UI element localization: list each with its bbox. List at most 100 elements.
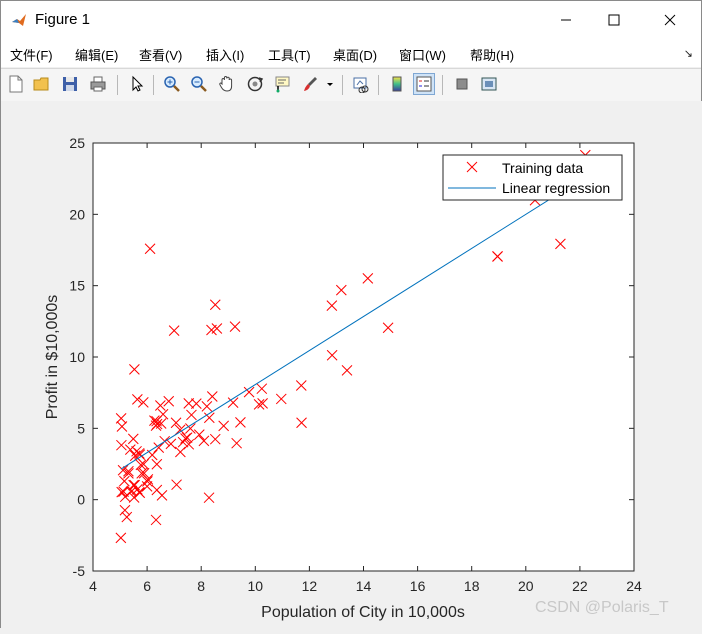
- x-tick-label: 24: [626, 578, 642, 594]
- menu-window[interactable]: 窗口(W): [399, 48, 446, 63]
- x-tick-label: 4: [89, 578, 97, 594]
- link-plot-button[interactable]: [350, 73, 372, 95]
- data-point: [231, 437, 242, 449]
- menu-dock-arrow-icon[interactable]: ↘: [683, 48, 693, 60]
- toolbar-separator: [442, 75, 443, 95]
- data-point: [335, 284, 347, 296]
- menu-bar: 文件(F) 编辑(E) 查看(V) 插入(I) 工具(T) 桌面(D) 窗口(W…: [1, 39, 701, 67]
- data-point: [133, 486, 145, 498]
- y-tick-label: 5: [77, 420, 85, 436]
- data-point: [229, 321, 241, 332]
- data-point: [115, 532, 127, 544]
- data-point: [149, 415, 160, 426]
- data-point: [119, 504, 131, 516]
- data-point: [209, 299, 221, 311]
- data-point: [185, 423, 196, 434]
- x-tick-label: 20: [518, 578, 534, 594]
- menu-help[interactable]: 帮助(H): [470, 48, 515, 63]
- x-tick-label: 10: [248, 578, 264, 594]
- brush-dropdown-button[interactable]: [323, 73, 337, 95]
- plot-svg: 4 6 8 10 12 14 16 18 20 22 24 -5 0 5 10 15 20 25 Populati…: [44, 135, 642, 621]
- menu-edit[interactable]: 编辑(E): [75, 48, 119, 63]
- window-title: Figure 1: [35, 11, 91, 28]
- data-point: [151, 484, 163, 496]
- data-point: [555, 238, 566, 250]
- legend-marker-training: [466, 161, 478, 173]
- zoom-out-button[interactable]: [188, 73, 210, 95]
- minimize-button[interactable]: [543, 1, 589, 39]
- print-button[interactable]: [87, 73, 109, 95]
- hide-plot-tools-icon: [456, 78, 468, 90]
- data-point: [116, 486, 128, 498]
- menu-view[interactable]: 查看(V): [139, 48, 183, 63]
- edit-plot-button[interactable]: [126, 73, 148, 95]
- legend-label-training: Training data: [502, 160, 583, 176]
- hide-plot-tools-button[interactable]: [451, 73, 473, 95]
- y-tick-label: 10: [69, 349, 85, 365]
- data-point: [151, 458, 163, 470]
- data-point: [295, 380, 307, 391]
- data-point: [127, 433, 139, 445]
- minimize-icon: [561, 19, 571, 21]
- data-point: [150, 514, 162, 526]
- new-figure-button[interactable]: [5, 73, 27, 95]
- data-point: [168, 325, 180, 336]
- zoom-in-button[interactable]: [161, 73, 183, 95]
- data-point: [116, 439, 127, 451]
- close-icon: [664, 14, 676, 26]
- zoom-in-icon: [164, 76, 180, 92]
- brush-button[interactable]: [299, 73, 321, 95]
- data-point: [155, 400, 166, 411]
- data-point: [326, 300, 338, 311]
- rotate-3d-button[interactable]: [244, 73, 266, 95]
- menu-file[interactable]: 文件(F): [10, 48, 53, 63]
- data-point: [203, 412, 215, 424]
- toolbar-separator: [378, 75, 379, 95]
- axes-background[interactable]: [93, 143, 634, 571]
- data-point: [211, 323, 223, 334]
- save-button[interactable]: [59, 73, 81, 95]
- maximize-icon: [608, 14, 620, 26]
- data-point: [177, 436, 189, 448]
- data-point: [138, 458, 149, 470]
- menu-desktop[interactable]: 桌面(D): [333, 48, 378, 63]
- menu-insert[interactable]: 插入(I): [206, 48, 245, 63]
- data-point: [137, 397, 149, 408]
- close-button[interactable]: [647, 1, 693, 39]
- data-point: [326, 349, 338, 361]
- legend-label-regression: Linear regression: [502, 180, 610, 196]
- data-point: [218, 420, 230, 432]
- toolbar-separator: [342, 75, 343, 95]
- pan-button[interactable]: [216, 73, 238, 95]
- folder-icon: [33, 77, 49, 91]
- maximize-button[interactable]: [591, 1, 637, 39]
- data-point: [256, 383, 268, 395]
- axis-ticks: 4 6 8 10 12 14 16 18 20 22 24 -5 0 5 10 15 20 25: [69, 135, 642, 594]
- data-point: [253, 399, 265, 410]
- legend-button[interactable]: [413, 73, 435, 95]
- training-data-points: [115, 149, 591, 544]
- data-point: [135, 459, 147, 471]
- colorbar-button[interactable]: [386, 73, 408, 95]
- data-point: [257, 398, 268, 409]
- y-axis-label: Profit in $10,000s: [44, 295, 61, 420]
- show-plot-tools-button[interactable]: [478, 73, 500, 95]
- regression-line: [120, 176, 586, 470]
- x-tick-label: 6: [143, 578, 151, 594]
- data-point: [341, 365, 353, 376]
- data-point: [243, 386, 255, 398]
- rotate-3d-icon: [247, 76, 264, 92]
- zoom-out-icon: [191, 76, 207, 92]
- legend[interactable]: Training data Linear regression: [442, 154, 623, 201]
- link-plot-icon: [353, 77, 369, 93]
- data-point: [174, 424, 186, 436]
- data-cursor-button[interactable]: [272, 73, 294, 95]
- printer-icon: [90, 76, 106, 92]
- menu-tools[interactable]: 工具(T): [268, 48, 311, 63]
- data-point: [123, 465, 134, 477]
- data-point: [198, 435, 210, 447]
- data-point: [144, 243, 156, 255]
- data-point: [124, 444, 136, 455]
- dropdown-arrow-icon: [327, 83, 333, 86]
- open-file-button[interactable]: [31, 73, 53, 95]
